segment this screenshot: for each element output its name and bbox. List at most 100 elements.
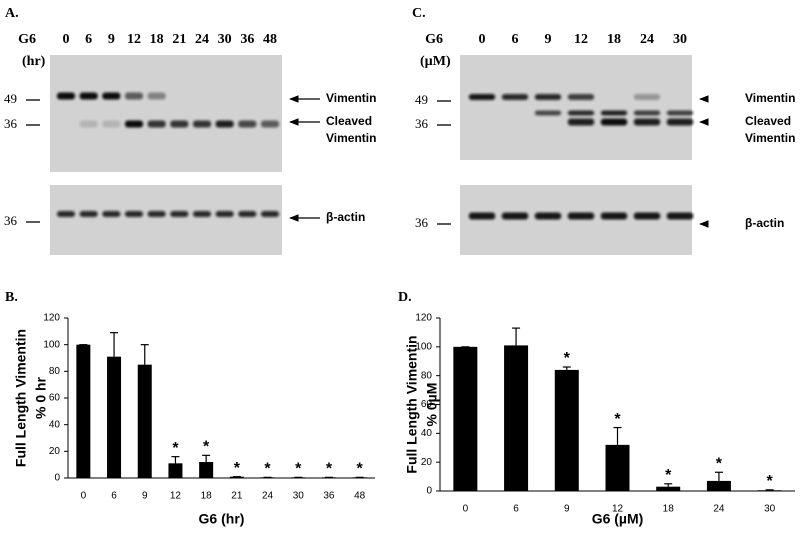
significance: * bbox=[264, 461, 271, 478]
x-tick-label: 36 bbox=[323, 491, 335, 502]
y-axis-label: % 0µM bbox=[424, 383, 440, 427]
panel-label: A. bbox=[5, 6, 19, 21]
x-tick-label: 18 bbox=[201, 491, 213, 502]
x-tick-label: 30 bbox=[293, 491, 305, 502]
significance: * bbox=[326, 461, 333, 478]
band bbox=[238, 120, 257, 128]
band bbox=[501, 94, 529, 100]
blot bbox=[460, 185, 692, 255]
band bbox=[238, 211, 257, 217]
x-tick-label: 9 bbox=[564, 504, 570, 515]
y-tick-label: 0 bbox=[54, 473, 60, 484]
y-axis-label: Full Length Vimentin bbox=[404, 335, 420, 473]
band-label: Cleaved bbox=[745, 114, 791, 128]
y-tick-label: 60 bbox=[421, 399, 433, 410]
lane-label: 30 bbox=[673, 32, 687, 47]
y-tick-label: 80 bbox=[49, 366, 61, 377]
band-label: β-actin bbox=[745, 216, 784, 230]
lane-label: 9 bbox=[545, 32, 552, 47]
band-label: Vimentin bbox=[745, 91, 795, 105]
marker-label: 36 bbox=[4, 213, 18, 228]
bar bbox=[137, 364, 152, 478]
band bbox=[170, 120, 189, 128]
x-tick-label: 12 bbox=[170, 491, 182, 502]
band bbox=[56, 211, 76, 217]
lane-label: 0 bbox=[63, 32, 70, 47]
band bbox=[633, 212, 661, 220]
lane-label: 36 bbox=[240, 32, 254, 47]
significance: * bbox=[564, 350, 571, 367]
x-tick-label: 24 bbox=[713, 504, 725, 515]
x-tick-label: 0 bbox=[463, 504, 469, 515]
bar bbox=[504, 345, 529, 491]
significance: * bbox=[203, 439, 210, 456]
band bbox=[102, 120, 121, 128]
band bbox=[666, 118, 694, 126]
significance: * bbox=[665, 467, 672, 484]
bar bbox=[229, 476, 244, 478]
y-tick-label: 120 bbox=[43, 313, 60, 324]
y-axis-label: % 0 hr bbox=[33, 376, 49, 419]
x-tick-label: 9 bbox=[142, 491, 148, 502]
y-tick-label: 20 bbox=[421, 457, 433, 468]
band bbox=[102, 92, 121, 100]
band bbox=[215, 211, 234, 217]
y-tick-label: 100 bbox=[43, 339, 60, 350]
band bbox=[147, 211, 166, 217]
marker-label: 49 bbox=[415, 92, 428, 107]
band bbox=[633, 110, 661, 116]
band bbox=[666, 212, 694, 220]
row-label: G6 bbox=[425, 32, 443, 47]
band bbox=[79, 120, 98, 128]
band bbox=[600, 110, 628, 116]
lane-label: 9 bbox=[108, 32, 115, 47]
y-tick-label: 60 bbox=[49, 393, 61, 404]
band bbox=[600, 118, 628, 126]
row-label: (hr) bbox=[22, 54, 46, 69]
y-tick-label: 40 bbox=[421, 428, 433, 439]
band bbox=[79, 211, 98, 217]
lane-label: 6 bbox=[512, 32, 519, 47]
lane-label: 24 bbox=[640, 32, 654, 47]
significance: * bbox=[234, 460, 241, 477]
band bbox=[567, 110, 595, 116]
bar bbox=[453, 346, 478, 491]
marker-label: 36 bbox=[415, 116, 429, 131]
band-label: β-actin bbox=[326, 210, 365, 224]
band bbox=[501, 212, 529, 220]
band bbox=[124, 211, 144, 217]
x-tick-label: 18 bbox=[663, 504, 675, 515]
blot bbox=[50, 55, 282, 172]
lane-label: 21 bbox=[172, 32, 186, 47]
bar bbox=[107, 356, 122, 478]
x-tick-label: 0 bbox=[81, 491, 87, 502]
lane-label: 24 bbox=[195, 32, 209, 47]
row-label: G6 bbox=[18, 32, 36, 47]
y-tick-label: 0 bbox=[426, 486, 432, 497]
lane-label: 18 bbox=[150, 32, 164, 47]
significance: * bbox=[172, 440, 179, 457]
bar bbox=[605, 444, 630, 491]
x-tick-label: 6 bbox=[111, 491, 117, 502]
y-tick-label: 20 bbox=[49, 446, 61, 457]
band bbox=[56, 92, 76, 100]
bar bbox=[757, 490, 782, 491]
band bbox=[192, 211, 212, 217]
band bbox=[192, 120, 212, 128]
band bbox=[79, 92, 98, 100]
lane-label: 12 bbox=[127, 32, 141, 47]
band-label: Vimentin bbox=[745, 131, 795, 145]
significance: * bbox=[767, 473, 774, 490]
significance: * bbox=[614, 411, 621, 428]
lane-label: 48 bbox=[263, 32, 277, 47]
x-tick-label: 21 bbox=[231, 491, 243, 502]
y-tick-label: 120 bbox=[415, 313, 432, 324]
significance: * bbox=[716, 455, 723, 472]
bar bbox=[199, 462, 214, 478]
bar bbox=[706, 480, 731, 491]
band bbox=[124, 92, 144, 100]
band bbox=[534, 94, 562, 100]
bar bbox=[554, 369, 579, 491]
band bbox=[124, 120, 144, 128]
